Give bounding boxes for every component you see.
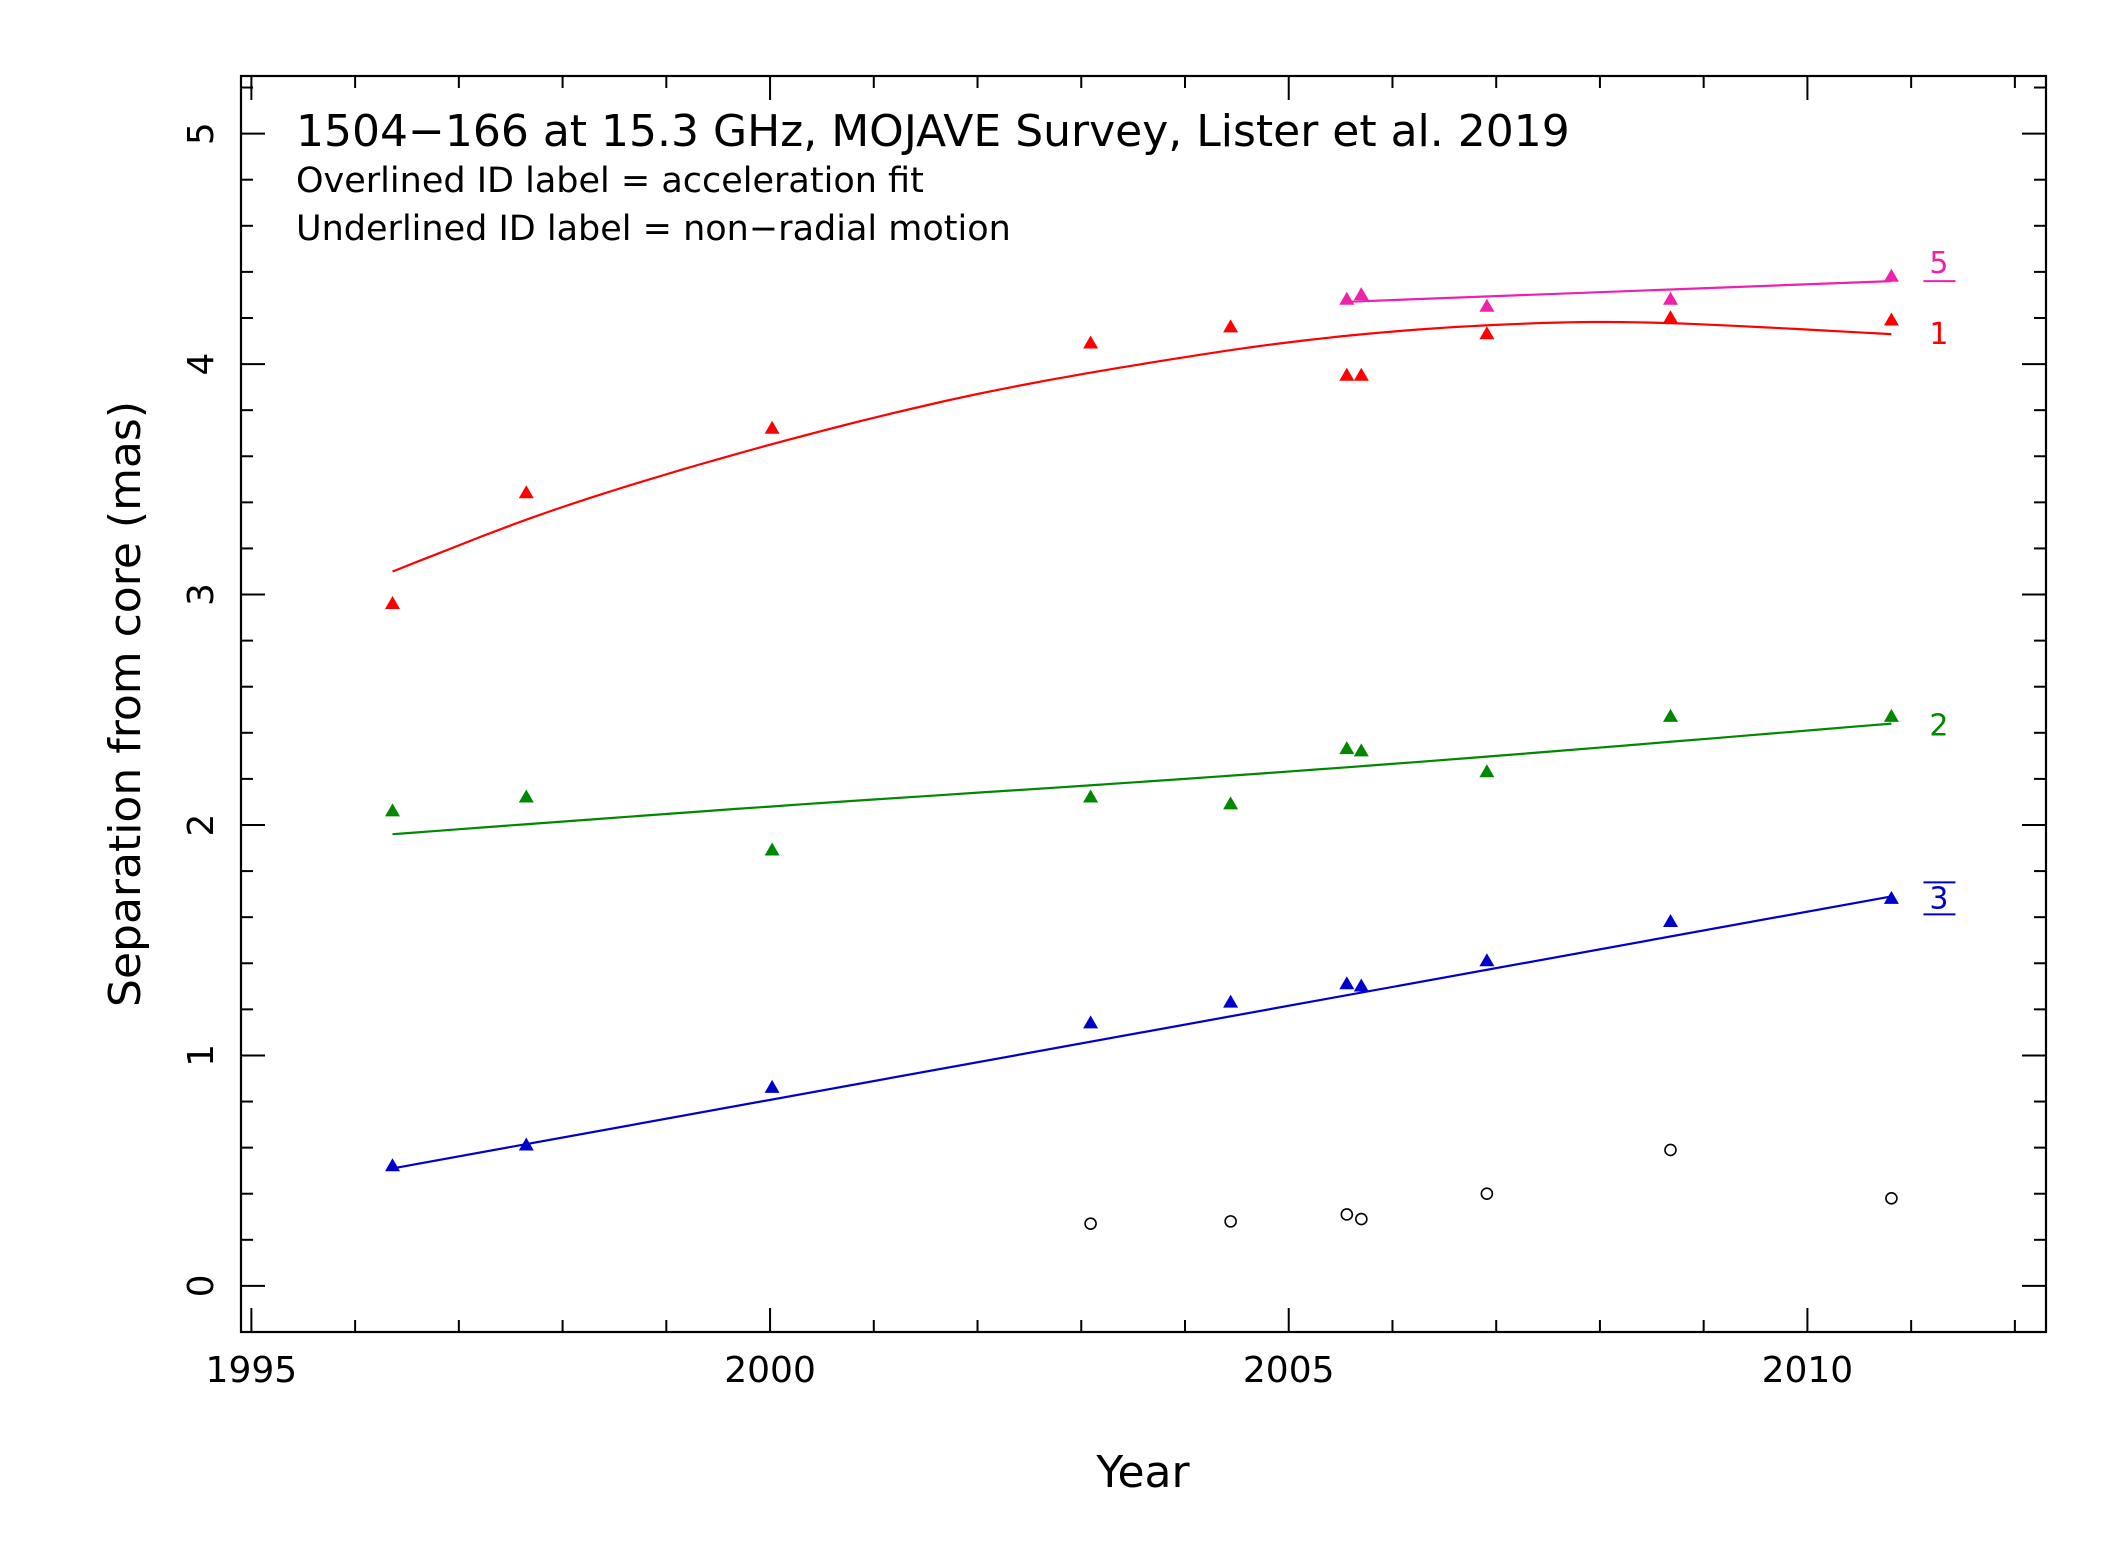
x-tick-label: 2010: [1762, 1350, 1854, 1391]
data-point-core: [1084, 1217, 1097, 1230]
data-point-2: [1663, 708, 1678, 722]
data-point-2: [764, 842, 780, 856]
data-point-3: [1663, 914, 1678, 927]
chart-title: 1504−166 at 15.3 GHz, MOJAVE Survey, Lis…: [296, 106, 1570, 157]
data-point-core: [1885, 1192, 1898, 1205]
data-point-1: [1479, 326, 1495, 340]
y-tick-label: 3: [181, 583, 222, 606]
data-point-3: [1353, 978, 1369, 992]
series-label-2: 2: [1929, 709, 1948, 744]
data-point-2: [1883, 708, 1899, 722]
data-point-core: [1480, 1187, 1494, 1201]
chart-subtitle-1: Overlined ID label = acceleration fit: [296, 161, 924, 201]
y-tick-label: 2: [181, 814, 222, 837]
data-point-1: [1353, 367, 1369, 381]
ticks-layer: 1995 2000 2005 2010 0 1 2 3 4 5: [181, 76, 2046, 1391]
y-axis-label: Separation from core (mas): [100, 401, 151, 1007]
data-point-3: [764, 1079, 780, 1093]
y-tick-label: 0: [181, 1274, 222, 1297]
data-point-1: [1663, 310, 1678, 324]
data-point-1: [764, 420, 780, 434]
data-point-3: [1883, 890, 1899, 904]
data-point-3: [385, 1158, 400, 1172]
data-point-3: [1339, 976, 1355, 990]
data-point-2: [518, 789, 534, 803]
data-point-5: [1339, 291, 1355, 305]
data-point-1: [1339, 367, 1355, 381]
y-tick-label: 5: [181, 122, 222, 145]
fit-line-2: [392, 722, 1892, 836]
data-point-3: [1479, 953, 1495, 967]
data-point-2: [1223, 796, 1239, 810]
data-point-2: [1083, 789, 1099, 803]
data-point-3: [1223, 994, 1239, 1008]
data-point-2: [1353, 743, 1369, 757]
fit-line-3: [392, 895, 1892, 1170]
x-tick-label: 1995: [206, 1350, 298, 1391]
data-point-2: [385, 803, 400, 817]
data-point-5: [1883, 268, 1899, 282]
chart-subtitle-2: Underlined ID label = non−radial motion: [296, 209, 1011, 249]
data-point-core: [1224, 1215, 1237, 1228]
y-tick-label: 4: [181, 353, 222, 376]
x-tick-label: 2000: [724, 1350, 816, 1391]
data-point-5: [1663, 291, 1678, 305]
data-point-1: [1223, 319, 1239, 333]
data-point-2: [1479, 764, 1495, 778]
data-point-1: [1083, 335, 1099, 349]
data-point-1: [518, 485, 534, 499]
data-points: [385, 268, 1899, 1230]
data-point-3: [1083, 1015, 1099, 1029]
fit-lines: [392, 280, 1892, 1170]
data-point-2: [1339, 741, 1355, 755]
fit-line-1: [392, 320, 1892, 573]
data-point-1: [1883, 312, 1899, 326]
data-point-1: [385, 596, 400, 609]
plot-frame: [239, 74, 2048, 1334]
data-point-core: [1664, 1143, 1677, 1157]
data-point-core: [1340, 1208, 1354, 1221]
series-label-1: 1: [1929, 317, 1948, 352]
y-tick-label: 1: [181, 1044, 222, 1067]
fit-line-5: [1346, 280, 1892, 303]
data-point-3: [518, 1137, 534, 1151]
data-point-core: [1355, 1212, 1368, 1226]
data-point-5: [1353, 287, 1369, 301]
series-label-5: 5: [1929, 246, 1948, 281]
series-label-3: 3: [1929, 881, 1948, 916]
x-axis-label: Year: [1095, 1447, 1190, 1498]
data-point-5: [1479, 298, 1495, 312]
series-labels: 1 2 3 5: [1923, 246, 1956, 916]
x-tick-label: 2005: [1243, 1350, 1335, 1391]
